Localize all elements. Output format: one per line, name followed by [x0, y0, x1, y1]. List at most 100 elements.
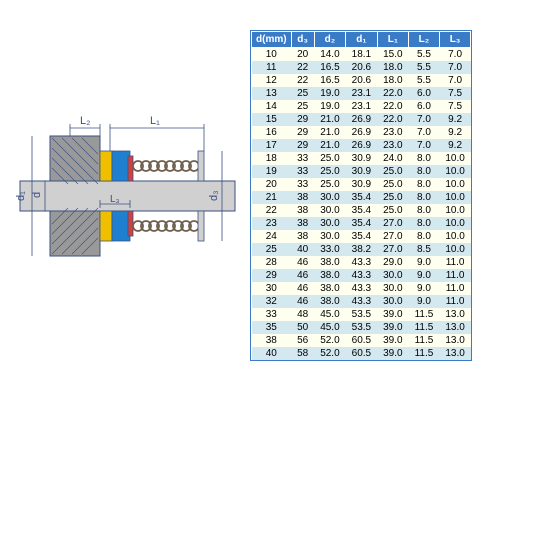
table-cell: 45.0 [314, 308, 345, 321]
table-cell: 38 [252, 334, 292, 347]
table-cell: 21.0 [314, 139, 345, 152]
table-row: 193325.030.925.08.010.0 [252, 165, 471, 178]
table-cell: 35.4 [346, 230, 377, 243]
table-cell: 25 [291, 87, 314, 100]
table-cell: 29.0 [377, 256, 408, 269]
table-cell: 39.0 [377, 308, 408, 321]
table-cell: 30.9 [346, 165, 377, 178]
table-cell: 30.0 [314, 230, 345, 243]
table-cell: 11.0 [439, 269, 470, 282]
table-cell: 30.9 [346, 178, 377, 191]
table-cell: 43.3 [346, 256, 377, 269]
table-cell: 16 [252, 126, 292, 139]
table-cell: 21.0 [314, 113, 345, 126]
table-row: 203325.030.925.08.010.0 [252, 178, 471, 191]
table-cell: 18 [252, 152, 292, 165]
table-cell: 22 [252, 204, 292, 217]
seal-cross-section-diagram: L₂ L₁ L₃ d₁ d d₃ [10, 56, 240, 336]
table-cell: 60.5 [346, 347, 377, 360]
table-row: 152921.026.922.07.09.2 [252, 113, 471, 126]
table-cell: 20.6 [346, 74, 377, 87]
table-cell: 29 [291, 139, 314, 152]
table-row: 334845.053.539.011.513.0 [252, 308, 471, 321]
table-cell: 14.0 [314, 48, 345, 62]
table-cell: 43.3 [346, 282, 377, 295]
table-cell: 29 [291, 113, 314, 126]
table-cell: 25.0 [314, 165, 345, 178]
table-cell: 40 [291, 243, 314, 256]
table-cell: 13.0 [439, 347, 470, 360]
table-cell: 25.0 [377, 204, 408, 217]
table-cell: 60.5 [346, 334, 377, 347]
table-cell: 9.2 [439, 139, 470, 152]
table-cell: 30.0 [314, 217, 345, 230]
dim-d: d [31, 191, 43, 197]
table-cell: 32 [252, 295, 292, 308]
table-row: 385652.060.539.011.513.0 [252, 334, 471, 347]
table-row: 233830.035.427.08.010.0 [252, 217, 471, 230]
table-cell: 30.0 [377, 295, 408, 308]
table-cell: 11.5 [409, 334, 440, 347]
table-cell: 10.0 [439, 152, 470, 165]
table-cell: 25 [291, 100, 314, 113]
table-cell: 25.0 [314, 152, 345, 165]
table-cell: 10.0 [439, 165, 470, 178]
table-cell: 11.0 [439, 282, 470, 295]
dim-d1: d₁ [15, 190, 27, 200]
table-cell: 52.0 [314, 334, 345, 347]
table-cell: 15 [252, 113, 292, 126]
table-row: 183325.030.924.08.010.0 [252, 152, 471, 165]
dim-L3: L₃ [110, 194, 120, 205]
table-cell: 38 [291, 230, 314, 243]
table-cell: 22.0 [377, 87, 408, 100]
table-cell: 10 [252, 48, 292, 62]
table-cell: 26.9 [346, 113, 377, 126]
table-row: 254033.038.227.08.510.0 [252, 243, 471, 256]
table-cell: 7.5 [439, 100, 470, 113]
table-cell: 8.0 [409, 217, 440, 230]
table-cell: 10.0 [439, 243, 470, 256]
table-cell: 20.6 [346, 61, 377, 74]
table-cell: 13.0 [439, 321, 470, 334]
table-cell: 22.0 [377, 113, 408, 126]
table-cell: 46 [291, 295, 314, 308]
table-row: 355045.053.539.011.513.0 [252, 321, 471, 334]
table-cell: 38.0 [314, 282, 345, 295]
table-cell: 40 [252, 347, 292, 360]
table-cell: 25.0 [314, 178, 345, 191]
table-cell: 52.0 [314, 347, 345, 360]
col-header: d(mm) [252, 32, 292, 48]
table-cell: 27.0 [377, 230, 408, 243]
table-cell: 17 [252, 139, 292, 152]
table-cell: 7.0 [439, 61, 470, 74]
table-cell: 8.0 [409, 165, 440, 178]
table-cell: 20 [252, 178, 292, 191]
table-cell: 10.0 [439, 178, 470, 191]
table-cell: 14 [252, 100, 292, 113]
table-row: 243830.035.427.08.010.0 [252, 230, 471, 243]
table-cell: 19.0 [314, 87, 345, 100]
table-cell: 11.5 [409, 308, 440, 321]
table-row: 102014.018.115.05.57.0 [252, 48, 471, 62]
table-cell: 6.0 [409, 87, 440, 100]
table-cell: 19.0 [314, 100, 345, 113]
table-cell: 20 [291, 48, 314, 62]
table-cell: 30.0 [314, 204, 345, 217]
table-cell: 7.0 [409, 139, 440, 152]
table-cell: 10.0 [439, 204, 470, 217]
table-cell: 5.5 [409, 74, 440, 87]
table-cell: 35.4 [346, 204, 377, 217]
table-cell: 9.0 [409, 269, 440, 282]
table-cell: 13.0 [439, 308, 470, 321]
table-row: 142519.023.122.06.07.5 [252, 100, 471, 113]
table-cell: 11.5 [409, 321, 440, 334]
table-cell: 23.0 [377, 139, 408, 152]
table-cell: 33 [291, 152, 314, 165]
dim-L1: L₁ [150, 115, 160, 127]
table-cell: 23.1 [346, 100, 377, 113]
table-cell: 6.0 [409, 100, 440, 113]
table-cell: 11.5 [409, 347, 440, 360]
dim-d3: d₃ [208, 190, 220, 201]
table-row: 324638.043.330.09.011.0 [252, 295, 471, 308]
col-header: d₂ [314, 32, 345, 48]
